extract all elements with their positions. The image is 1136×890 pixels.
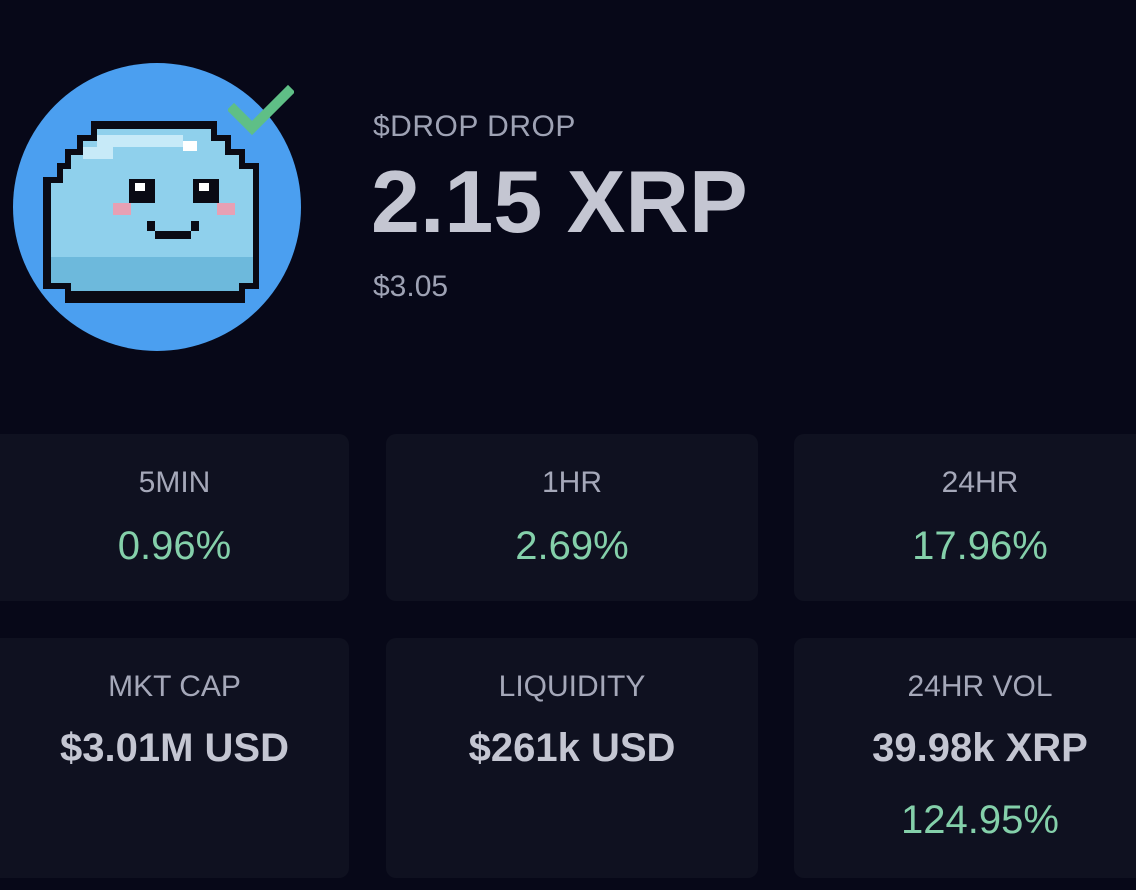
token-price-xrp: 2.15 XRP [371, 152, 748, 251]
change-value: 17.96% [912, 524, 1048, 568]
market-cap-value: $3.01M USD [60, 726, 289, 770]
liquidity-label: LIQUIDITY [498, 670, 646, 703]
change-label: 5MIN [138, 466, 211, 499]
token-name: $DROP DROP [373, 110, 576, 143]
change-card-5min: 5MIN 0.96% [0, 434, 349, 601]
liquidity-value: $261k USD [468, 726, 676, 770]
verified-check-icon [228, 84, 294, 136]
change-card-1hr: 1HR 2.69% [386, 434, 758, 601]
change-value: 0.96% [117, 524, 232, 568]
market-cap-label: MKT CAP [108, 670, 241, 703]
token-price-usd: $3.05 [373, 270, 449, 303]
change-card-24hr: 24HR 17.96% [794, 434, 1136, 601]
market-cap-card: MKT CAP $3.01M USD [0, 638, 349, 878]
change-label: 24HR [941, 466, 1019, 499]
change-value: 2.69% [515, 524, 629, 568]
volume-value: 39.98k XRP [872, 726, 1088, 770]
volume-label: 24HR VOL [907, 670, 1053, 703]
liquidity-card: LIQUIDITY $261k USD [386, 638, 758, 878]
volume-card: 24HR VOL 39.98k XRP 124.95% [794, 638, 1136, 878]
token-avatar-slime-icon [13, 63, 301, 351]
volume-change: 124.95% [901, 798, 1059, 842]
change-label: 1HR [541, 466, 602, 499]
